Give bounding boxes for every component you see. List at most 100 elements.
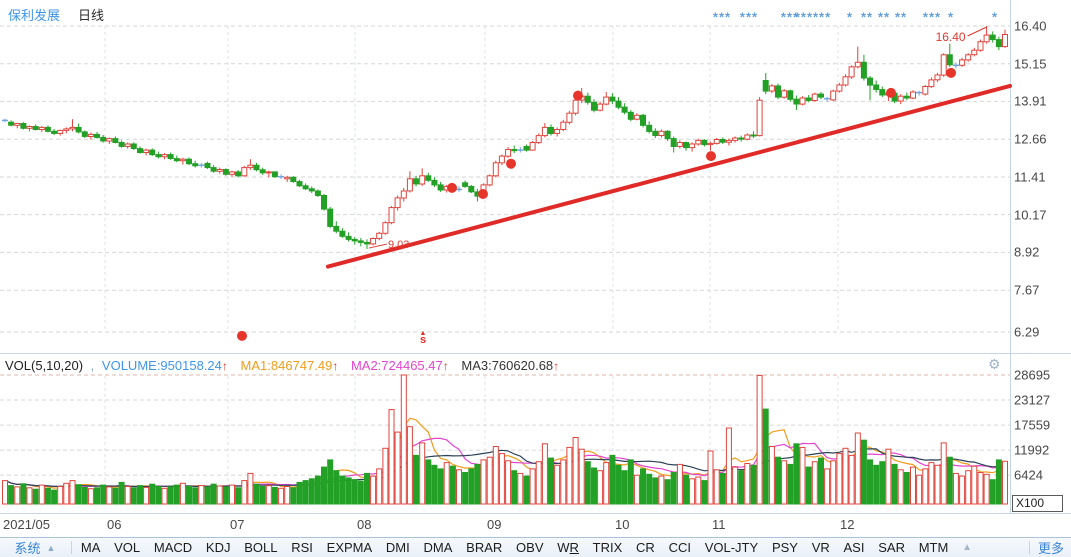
candle-up	[676, 142, 683, 147]
volume-bar	[732, 466, 739, 505]
volume-bar	[873, 464, 880, 505]
candle-up	[492, 162, 499, 177]
candle-up	[940, 54, 947, 76]
volume-bar	[235, 487, 242, 505]
indicator-tab-wr[interactable]: WR	[557, 540, 579, 555]
volume-bar	[192, 487, 199, 505]
indicator-tab-rsi[interactable]: RSI	[291, 540, 313, 555]
signal-dot	[478, 189, 488, 199]
candle-up	[928, 79, 935, 88]
volume-bar	[130, 487, 137, 505]
volume-bar	[443, 462, 450, 505]
volume-bar	[492, 446, 499, 505]
period-label[interactable]: 日线	[78, 8, 105, 23]
indicator-tab-psy[interactable]: PSY	[771, 540, 798, 555]
candle-down	[873, 84, 880, 90]
indicator-tab-asi[interactable]: ASI	[843, 540, 865, 555]
indicator-tab-cr[interactable]: CR	[636, 540, 655, 555]
candle-down	[204, 162, 211, 169]
volume-bar	[541, 443, 548, 505]
stock-name[interactable]: 保利发展	[8, 8, 61, 23]
candle-up	[836, 84, 843, 92]
candle-down	[51, 130, 58, 134]
candle-up	[597, 103, 604, 111]
indicator-tab-kdj[interactable]: KDJ	[205, 540, 231, 555]
candle-up	[63, 128, 70, 131]
candle-down	[468, 185, 475, 193]
indicator-tab-ma[interactable]: MA	[80, 540, 101, 555]
indicator-tab-trix[interactable]: TRIX	[592, 540, 623, 555]
volume-bar	[903, 472, 910, 505]
indicator-tab-dma[interactable]: DMA	[423, 540, 453, 555]
indicator-tab-brar[interactable]: BRAR	[466, 540, 503, 555]
volume-bar	[486, 456, 493, 505]
candle-down	[867, 77, 873, 86]
indicator-tab-vol-jty[interactable]: VOL-JTY	[704, 540, 759, 555]
candle-up	[781, 90, 788, 98]
volume-bar	[498, 453, 505, 505]
candle-down	[137, 148, 143, 154]
signal-star-group: ***	[922, 9, 942, 25]
volume-bar	[468, 468, 475, 505]
x-axis-tick-label: 12	[840, 517, 855, 532]
volume-bar	[744, 463, 751, 505]
candle-down	[235, 171, 242, 177]
x-axis-tick-label: 07	[230, 517, 245, 532]
candle-down	[989, 34, 996, 41]
volume-bar	[940, 442, 947, 505]
volume-bar	[216, 485, 223, 505]
candle-down	[364, 241, 370, 245]
gear-icon[interactable]: ⚙	[988, 356, 1001, 372]
volume-bar	[566, 446, 573, 505]
volume-bar	[879, 461, 886, 505]
candle-up	[848, 66, 855, 78]
indicator-tab-expma[interactable]: EXPMA	[326, 540, 373, 555]
indicator-tab-dmi[interactable]: DMI	[385, 540, 410, 555]
volume-bar	[124, 486, 131, 505]
candle-up	[689, 143, 696, 149]
volume-bar	[511, 470, 518, 505]
volume-bar	[63, 482, 70, 505]
candle-down	[44, 126, 51, 132]
volume-bar	[836, 453, 843, 505]
volume-bar	[437, 468, 444, 505]
volume-bar	[560, 459, 567, 505]
triangle-up-icon[interactable]: ▲	[962, 542, 972, 553]
up-arrow-icon: ↑	[221, 358, 228, 373]
volume-bar	[51, 489, 58, 505]
volume-axis-label: 6424	[1014, 467, 1043, 483]
indicator-tab-cci[interactable]: CCI	[668, 540, 691, 555]
candle-up	[419, 175, 426, 185]
low-price-label: 9.03	[388, 239, 409, 251]
candle-down	[32, 126, 39, 130]
indicator-tab-sar[interactable]: SAR	[878, 540, 905, 555]
volume-bar	[394, 431, 401, 505]
volume-bar	[640, 468, 646, 505]
indicator-tab-macd[interactable]: MACD	[153, 540, 193, 555]
candle-up	[388, 207, 395, 224]
indicator-tab-vr[interactable]: VR	[811, 540, 830, 555]
volume-bar	[357, 480, 364, 505]
candle-down	[787, 90, 794, 100]
candle-up	[922, 86, 929, 95]
indicator-tab-boll[interactable]: BOLL	[244, 540, 278, 555]
volume-bar	[830, 460, 837, 505]
candle-down	[683, 142, 689, 149]
volume-bar	[425, 459, 432, 505]
signal-dot	[447, 182, 457, 193]
indicator-tab-vol[interactable]: VOL	[114, 540, 141, 555]
price-axis-label: 7.67	[1014, 282, 1040, 298]
volume-bar	[1002, 460, 1008, 505]
volume-bar	[591, 467, 597, 505]
more-button[interactable]: 更多	[1037, 541, 1064, 556]
indicator-tab-obv[interactable]: OBV	[516, 540, 544, 555]
candle-up	[713, 139, 720, 144]
signal-star-group: *	[846, 9, 854, 25]
system-menu-button[interactable]: 系统 ▲	[0, 538, 70, 557]
volume-bar	[222, 486, 229, 505]
candle-up	[842, 76, 849, 86]
indicator-tab-mtm[interactable]: MTM	[918, 540, 949, 555]
volume-indicator-name[interactable]: VOL(5,10,20)	[5, 358, 84, 374]
volume-bar	[370, 475, 377, 505]
candle-down	[805, 97, 812, 101]
